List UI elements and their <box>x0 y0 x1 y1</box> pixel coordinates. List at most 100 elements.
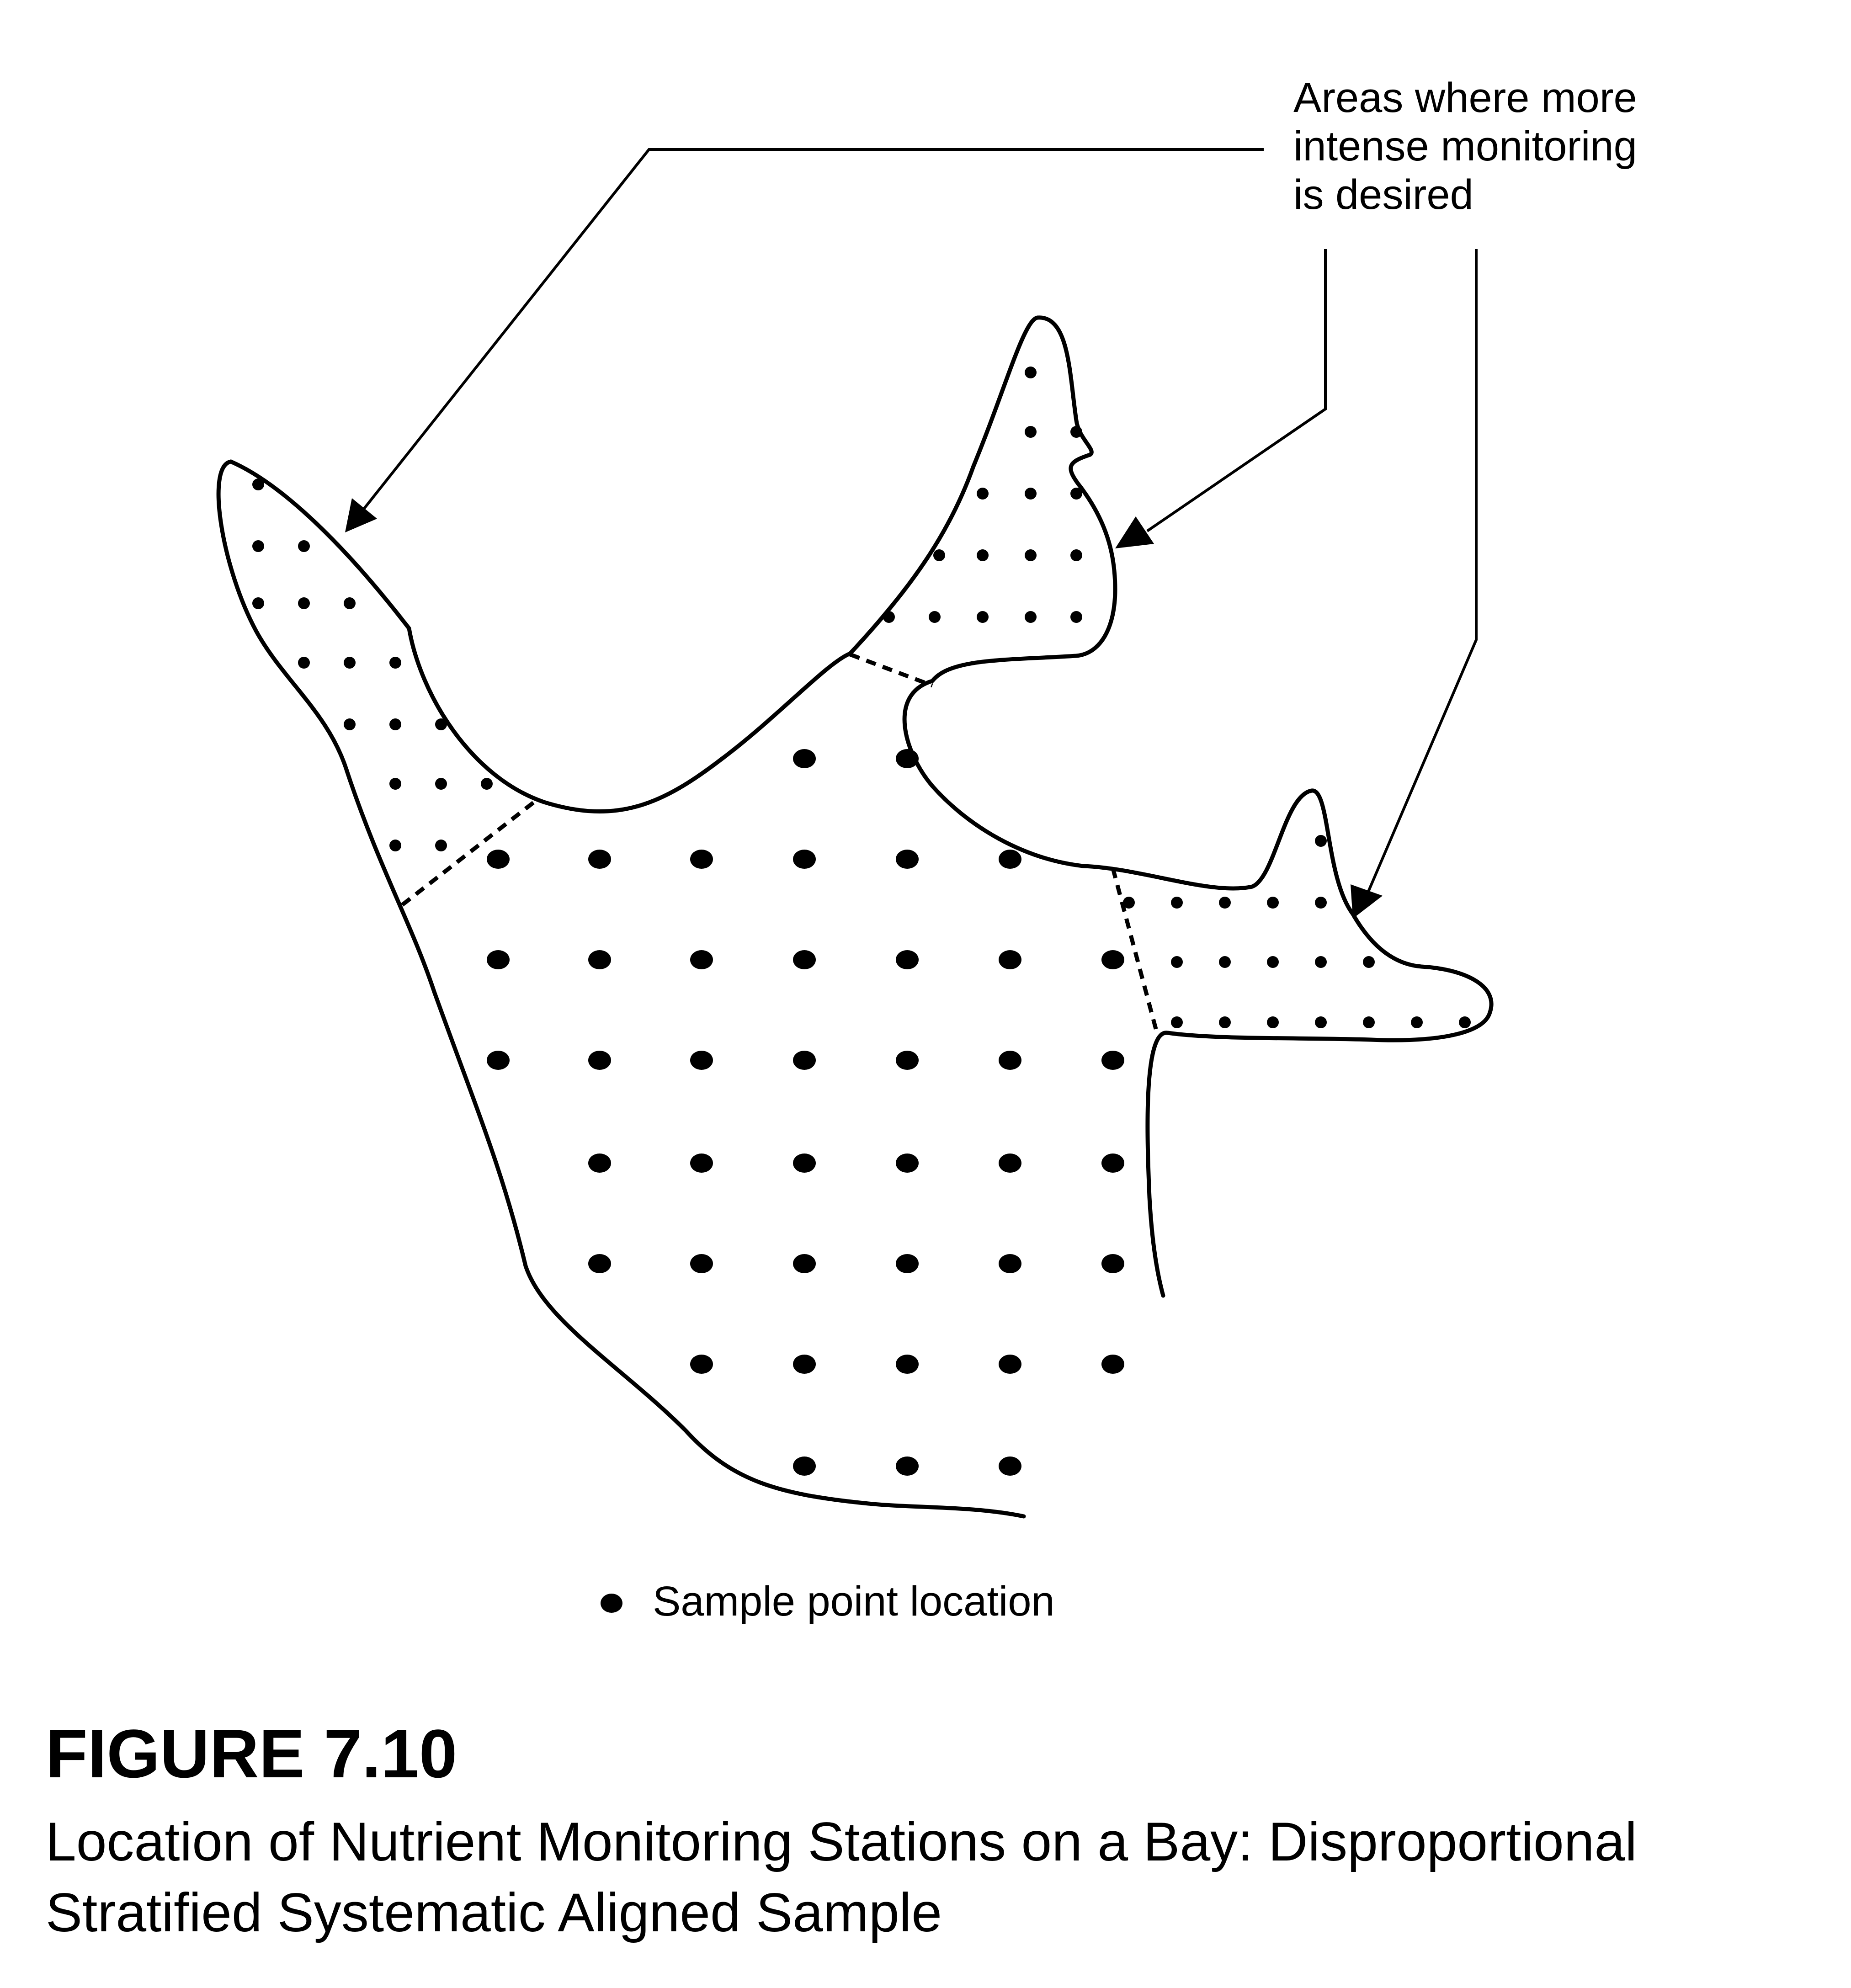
intensive-stratum-sample-points <box>252 367 1471 1028</box>
sample-point-small <box>1411 1016 1423 1028</box>
sample-point-large <box>896 850 919 869</box>
sample-point-small <box>1315 956 1327 968</box>
sample-point-small <box>1219 956 1231 968</box>
sample-point-small <box>929 611 941 623</box>
sample-point-small <box>298 657 310 669</box>
sample-point-large <box>690 950 713 969</box>
sample-point-large <box>896 1153 919 1173</box>
sample-point-small <box>1123 897 1135 909</box>
sample-point-large <box>999 1456 1021 1476</box>
sample-point-large <box>999 1355 1021 1374</box>
legend-marker-icon <box>601 1594 622 1613</box>
sample-point-large <box>793 1456 816 1476</box>
sample-point-small <box>1171 956 1183 968</box>
sample-point-large <box>487 950 510 969</box>
stratum-boundary-east <box>1111 867 1159 1031</box>
sample-point-small <box>1025 426 1037 438</box>
sample-point-small <box>389 657 401 669</box>
sample-point-small <box>1267 1016 1279 1028</box>
sample-point-small <box>435 840 447 851</box>
sample-point-large <box>690 1051 713 1070</box>
sample-point-small <box>1171 897 1183 909</box>
callout-arrowhead-west <box>345 498 377 532</box>
callout-text-line-1: Areas where more <box>1293 74 1637 121</box>
legend-label: Sample point location <box>653 1578 1055 1625</box>
sample-point-large <box>793 1153 816 1173</box>
sample-point-large <box>793 850 816 869</box>
callout-arrowhead-east <box>1351 884 1383 919</box>
sample-point-small <box>1219 897 1231 909</box>
sample-point-small <box>344 597 356 609</box>
sample-point-large <box>896 749 919 768</box>
sample-point-large <box>588 1254 611 1273</box>
sample-point-large <box>896 1456 919 1476</box>
figure-caption-line-2: Stratified Systematic Aligned Sample <box>46 1882 942 1943</box>
sample-point-small <box>1070 611 1082 623</box>
sample-point-small <box>344 657 356 669</box>
main-stratum-sample-points <box>487 749 1124 1476</box>
sample-point-large <box>896 1254 919 1273</box>
callout-leader-west <box>358 148 1264 515</box>
sample-point-small <box>1070 488 1082 500</box>
sample-point-small <box>1025 549 1037 561</box>
figure-caption-line-1: Location of Nutrient Monitoring Stations… <box>46 1811 1637 1872</box>
sample-point-large <box>999 950 1021 969</box>
sample-point-large <box>1101 1355 1124 1374</box>
sample-point-small <box>298 540 310 552</box>
sample-point-large <box>793 1051 816 1070</box>
sample-point-large <box>588 950 611 969</box>
sample-point-small <box>1171 1016 1183 1028</box>
callout-arrowhead-north <box>1115 516 1154 548</box>
sample-point-small <box>1267 897 1279 909</box>
callout-text-line-2: intense monitoring <box>1293 123 1637 170</box>
sample-point-small <box>1315 1016 1327 1028</box>
sample-point-large <box>487 850 510 869</box>
callout-text-line-3: is desired <box>1293 171 1473 218</box>
sample-point-large <box>690 1355 713 1374</box>
sample-point-large <box>588 1051 611 1070</box>
sample-point-small <box>1070 426 1082 438</box>
sample-point-large <box>1101 1254 1124 1273</box>
sample-point-small <box>1315 835 1327 847</box>
stratum-boundary-north <box>849 652 933 688</box>
sample-point-small <box>1315 897 1327 909</box>
sample-point-small <box>933 549 945 561</box>
bay-shoreline-north <box>229 315 1494 1298</box>
sample-point-small <box>481 778 493 790</box>
sample-point-large <box>588 1153 611 1173</box>
sample-point-small <box>977 549 989 561</box>
sample-point-small <box>883 611 895 623</box>
bay-shoreline-west <box>216 459 1026 1519</box>
sample-point-small <box>252 540 264 552</box>
sample-point-large <box>690 850 713 869</box>
sample-point-large <box>793 950 816 969</box>
callout-leader-north <box>1146 249 1327 532</box>
sample-point-large <box>1101 950 1124 969</box>
sample-point-large <box>793 749 816 768</box>
sample-point-small <box>1219 1016 1231 1028</box>
sample-point-small <box>1025 367 1037 378</box>
sample-point-large <box>588 850 611 869</box>
sample-point-small <box>389 778 401 790</box>
sample-point-large <box>1101 1051 1124 1070</box>
sample-point-small <box>389 840 401 851</box>
sample-point-large <box>896 950 919 969</box>
sample-point-large <box>487 1051 510 1070</box>
sample-point-small <box>252 478 264 490</box>
sample-point-small <box>435 718 447 730</box>
sample-point-small <box>1025 611 1037 623</box>
sample-point-small <box>1025 488 1037 500</box>
sample-point-large <box>793 1355 816 1374</box>
sample-point-large <box>999 1153 1021 1173</box>
sample-point-small <box>298 597 310 609</box>
sample-point-small <box>1070 549 1082 561</box>
sample-point-large <box>896 1051 919 1070</box>
sample-point-large <box>690 1254 713 1273</box>
sample-point-large <box>1101 1153 1124 1173</box>
sample-point-large <box>999 1254 1021 1273</box>
figure-number: FIGURE 7.10 <box>46 1715 457 1792</box>
sample-point-small <box>344 718 356 730</box>
callout-leader-east <box>1365 249 1478 897</box>
stratum-boundary-west <box>401 798 538 907</box>
